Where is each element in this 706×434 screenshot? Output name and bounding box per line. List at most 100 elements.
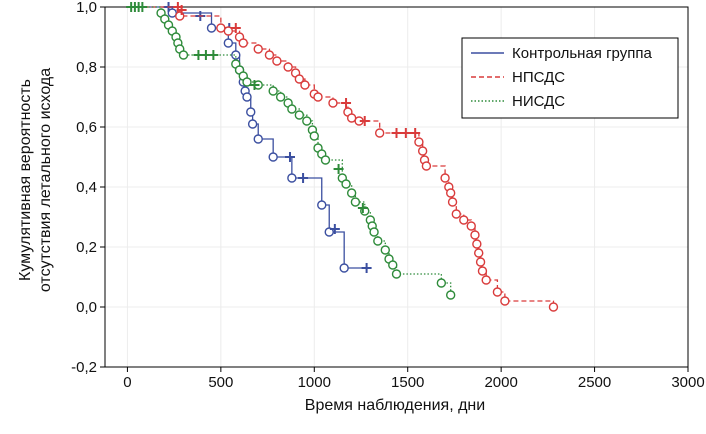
event-marker xyxy=(436,278,447,288)
y-tick-label: 0,6 xyxy=(76,119,97,136)
event-marker xyxy=(242,77,252,87)
event-marker xyxy=(414,137,424,147)
event-marker xyxy=(320,155,331,165)
y-axis-title-line-2: отсутствия летального исхода xyxy=(37,68,54,292)
x-axis-title: Время наблюдения, дни xyxy=(305,397,485,414)
event-marker xyxy=(339,263,349,273)
censored-marker xyxy=(249,80,260,90)
x-tick-label: 1500 xyxy=(391,374,424,391)
censored-marker xyxy=(230,23,241,33)
event-marker xyxy=(268,86,278,96)
event-marker xyxy=(417,146,428,156)
x-tick-label: 500 xyxy=(208,374,233,391)
censored-marker xyxy=(410,128,421,138)
y-tick-label: 0,0 xyxy=(76,299,97,316)
event-marker xyxy=(421,161,432,171)
y-tick-label: -0,2 xyxy=(71,359,97,376)
censored-marker xyxy=(400,128,411,138)
event-marker xyxy=(380,245,390,255)
event-marker xyxy=(481,275,491,285)
x-tick-label: 2500 xyxy=(578,374,611,391)
legend-label: НИСДС xyxy=(512,93,565,110)
event-marker xyxy=(223,38,234,48)
event-marker xyxy=(272,56,282,66)
event-marker xyxy=(341,179,351,189)
y-tick-label: 0,2 xyxy=(76,239,97,256)
y-tick-label: 0,8 xyxy=(76,59,97,76)
event-marker xyxy=(369,227,379,237)
y-axis-title: Кумулятивная вероятность отсутствия лета… xyxy=(17,68,54,292)
event-marker xyxy=(294,74,305,84)
event-marker xyxy=(459,215,469,225)
event-marker xyxy=(477,266,488,276)
event-marker xyxy=(391,269,402,279)
censored-marker xyxy=(208,50,219,60)
legend-box xyxy=(461,37,679,119)
event-marker xyxy=(206,23,217,33)
censored-marker xyxy=(361,263,372,273)
event-marker xyxy=(475,257,486,267)
event-marker xyxy=(268,152,278,162)
event-marker xyxy=(466,221,476,231)
event-marker xyxy=(313,92,323,102)
event-marker xyxy=(373,236,383,246)
censored-marker xyxy=(284,152,295,162)
legend-label: Контрольная группа xyxy=(512,45,652,62)
event-marker xyxy=(287,173,297,183)
event-marker xyxy=(548,302,559,312)
censored-marker xyxy=(391,128,402,138)
event-marker xyxy=(374,128,385,138)
event-marker xyxy=(492,287,503,297)
event-marker xyxy=(346,188,357,198)
event-marker xyxy=(451,209,461,219)
event-marker xyxy=(309,131,319,141)
event-marker xyxy=(445,188,456,198)
event-marker xyxy=(253,134,263,144)
event-marker xyxy=(246,107,256,117)
y-tick-label: 1,0 xyxy=(76,0,97,16)
censored-marker xyxy=(359,116,370,126)
series-layer xyxy=(126,2,559,312)
series-3 xyxy=(126,2,456,300)
y-tick-label: 0,4 xyxy=(76,179,97,196)
x-tick-label: 3000 xyxy=(671,374,704,391)
event-marker xyxy=(238,38,248,48)
event-marker xyxy=(247,119,258,129)
event-marker xyxy=(470,230,480,240)
censored-marker xyxy=(333,164,344,174)
event-marker xyxy=(474,248,484,258)
event-marker xyxy=(447,197,458,207)
event-marker xyxy=(350,197,361,207)
axis-ticks: 0 500 1000 1500 2000 2500 3000 -0,2 0,0 0,2 0,4 0,6… xyxy=(71,0,705,391)
event-marker xyxy=(300,80,310,90)
censored-marker xyxy=(298,173,309,183)
event-marker xyxy=(472,239,482,249)
event-marker xyxy=(317,200,327,210)
event-marker xyxy=(283,62,293,72)
event-marker xyxy=(223,26,234,36)
event-marker xyxy=(328,98,338,108)
event-marker xyxy=(253,44,263,54)
event-marker xyxy=(500,296,510,306)
x-tick-label: 2000 xyxy=(484,374,517,391)
x-tick-label: 1000 xyxy=(298,374,331,391)
censored-marker xyxy=(341,98,352,108)
legend: Контрольная группа НПСДС НИСДС xyxy=(461,37,679,119)
event-marker xyxy=(440,173,450,183)
event-marker xyxy=(302,116,312,126)
event-marker xyxy=(287,104,297,114)
event-marker xyxy=(264,50,275,60)
y-axis-title-line-1: Кумулятивная вероятность xyxy=(17,79,34,281)
censored-marker xyxy=(137,2,148,12)
censored-marker xyxy=(357,203,368,213)
censored-marker xyxy=(329,224,340,234)
event-marker xyxy=(294,110,305,120)
event-marker xyxy=(275,92,286,102)
legend-label: НПСДС xyxy=(512,69,565,86)
event-marker xyxy=(388,260,398,270)
event-marker xyxy=(178,50,189,60)
event-marker xyxy=(445,290,456,300)
series-2 xyxy=(127,2,559,312)
event-marker xyxy=(242,92,252,102)
